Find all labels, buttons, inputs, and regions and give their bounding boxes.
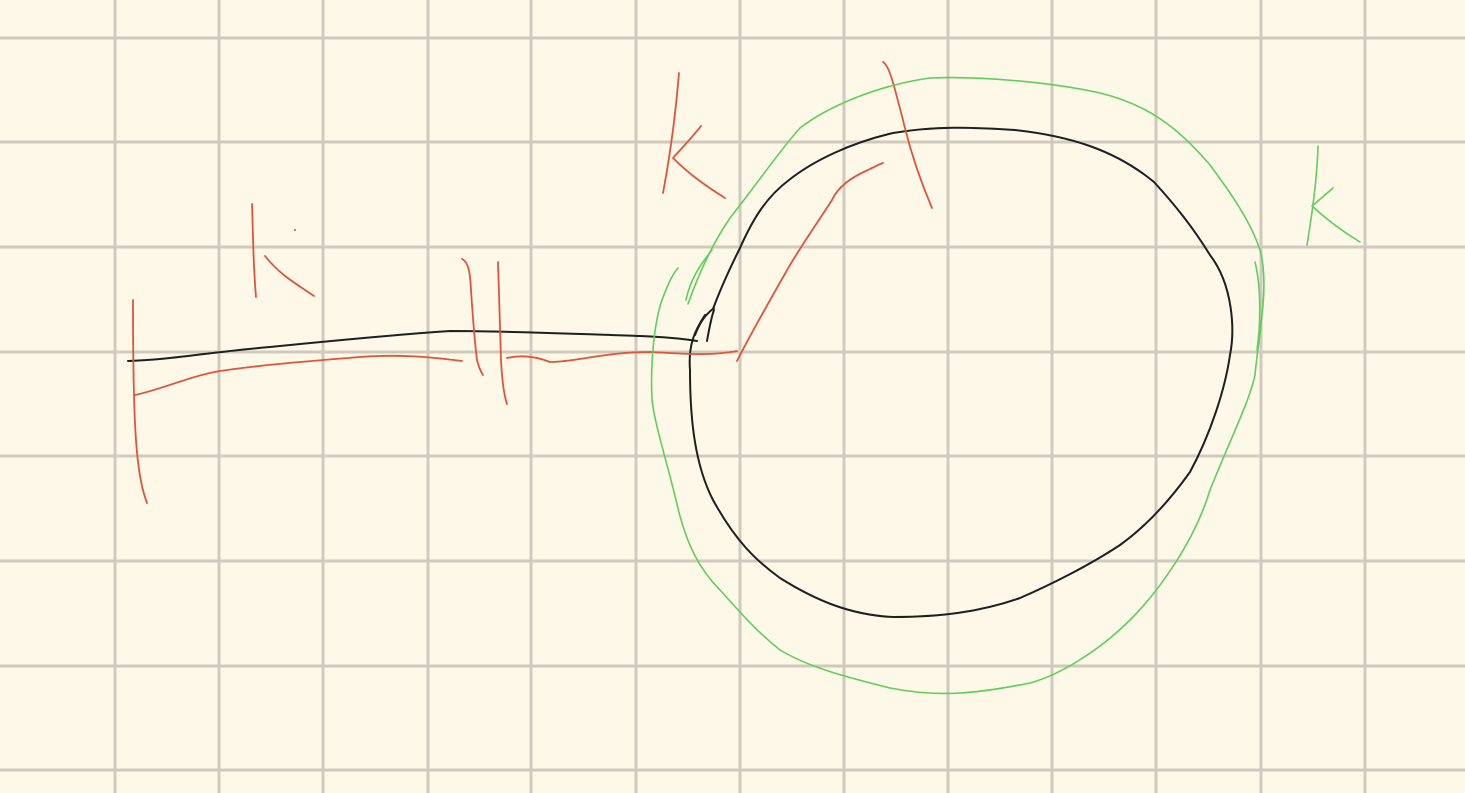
red-k-letter-stroke [672, 125, 726, 199]
black-circle-stroke [688, 126, 1234, 618]
green-ink-layer [650, 76, 1361, 695]
red-double-bar-stroke [497, 261, 508, 405]
red-left-bar-stroke [132, 299, 148, 504]
stray-ink-dot [294, 229, 296, 231]
green-outer-loop-stroke [1254, 261, 1261, 351]
black-wire-stroke [127, 330, 698, 362]
black-ink-layer [127, 126, 1234, 618]
red-double-bar-stroke [461, 258, 484, 376]
red-wire-stroke [506, 350, 738, 363]
black-junction-tick [706, 309, 715, 342]
red-slash-stroke [882, 61, 933, 209]
black-junction-tick [694, 307, 715, 336]
red-wire-stroke [134, 354, 463, 396]
red-k-letter-stroke [662, 72, 680, 194]
red-arc-stroke [736, 162, 884, 362]
red-k-letter-stroke [251, 203, 257, 298]
red-k-letter-stroke [264, 255, 315, 297]
green-k-letter-stroke [1311, 187, 1361, 243]
green-outer-loop-stroke [650, 76, 1265, 695]
green-outer-loop-stroke [685, 249, 713, 301]
red-ink-layer [132, 61, 933, 504]
green-k-letter-stroke [1306, 145, 1319, 246]
